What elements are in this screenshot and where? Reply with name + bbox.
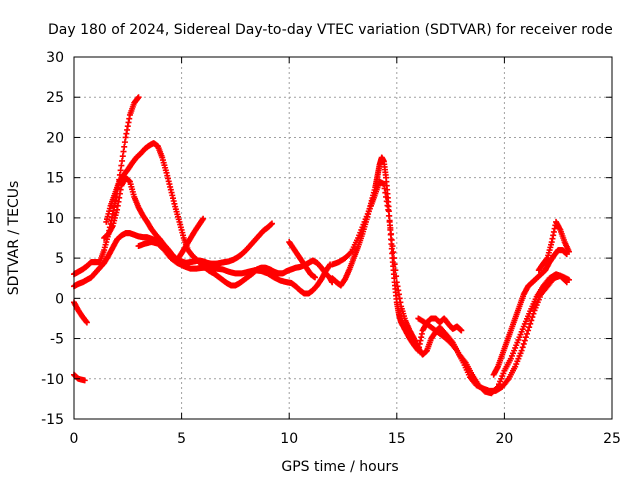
data-point bbox=[388, 237, 395, 244]
data-point bbox=[83, 319, 90, 326]
chart-title: Day 180 of 2024, Sidereal Day-to-day VTE… bbox=[48, 22, 613, 38]
data-point bbox=[523, 330, 530, 337]
y-tick-label: 30 bbox=[46, 50, 64, 66]
series-arc-k bbox=[415, 272, 570, 394]
series-arc-j bbox=[329, 178, 572, 397]
series-arc-c bbox=[71, 215, 207, 290]
data-point bbox=[520, 340, 527, 347]
y-tick-label: -5 bbox=[50, 332, 64, 348]
y-tick-label: 10 bbox=[46, 211, 64, 227]
axis-ticks bbox=[73, 56, 613, 420]
data-point bbox=[562, 278, 569, 285]
data-point bbox=[519, 344, 526, 351]
data-point bbox=[527, 320, 534, 327]
y-tick-label: 25 bbox=[46, 90, 64, 106]
data-point bbox=[530, 310, 537, 317]
y-axis-label: SDTVAR / TECUs bbox=[6, 181, 22, 296]
series-arc-l bbox=[490, 247, 570, 378]
data-point bbox=[387, 224, 394, 231]
data-points bbox=[71, 94, 572, 397]
data-point bbox=[385, 206, 392, 213]
data-point bbox=[390, 249, 397, 256]
data-point bbox=[565, 248, 572, 255]
y-tick-label: -15 bbox=[41, 412, 64, 428]
y-tick-label: 20 bbox=[46, 130, 64, 146]
series-arc-g bbox=[135, 239, 334, 297]
data-point bbox=[312, 274, 319, 281]
tick-labels: 0 5 10 15 20 25 -15 -10 -5 0 5 10 15 20 25 30 bbox=[41, 50, 621, 447]
x-tick-label: 15 bbox=[388, 431, 406, 447]
y-tick-label: 0 bbox=[55, 291, 64, 307]
data-point bbox=[388, 230, 395, 237]
data-point bbox=[81, 377, 88, 384]
y-tick-label: -10 bbox=[41, 372, 64, 388]
data-point bbox=[347, 249, 354, 256]
data-point bbox=[392, 267, 399, 274]
data-point bbox=[528, 317, 535, 324]
x-tick-label: 5 bbox=[177, 431, 186, 447]
data-point bbox=[200, 215, 207, 222]
plot-frame bbox=[73, 56, 613, 420]
data-point bbox=[385, 212, 392, 219]
data-point bbox=[393, 273, 400, 280]
x-axis-label: GPS time / hours bbox=[281, 459, 398, 475]
series-arc-h bbox=[286, 239, 319, 281]
data-point bbox=[389, 243, 396, 250]
data-point bbox=[518, 347, 525, 354]
data-point bbox=[458, 327, 465, 334]
y-tick-label: 15 bbox=[46, 171, 64, 187]
data-point bbox=[386, 218, 393, 225]
data-point bbox=[135, 94, 142, 101]
data-point bbox=[522, 334, 529, 341]
data-point bbox=[563, 279, 570, 286]
data-point bbox=[526, 324, 533, 331]
series-arc-e bbox=[71, 94, 142, 278]
x-tick-label: 25 bbox=[603, 431, 621, 447]
data-point bbox=[529, 314, 536, 321]
series-arc-m bbox=[535, 218, 572, 274]
data-point bbox=[391, 261, 398, 268]
y-tick-label: 5 bbox=[55, 251, 64, 267]
x-tick-label: 10 bbox=[280, 431, 298, 447]
data-point bbox=[390, 255, 397, 262]
data-point bbox=[268, 220, 275, 227]
data-point bbox=[521, 337, 528, 344]
x-tick-label: 0 bbox=[70, 431, 79, 447]
data-point bbox=[525, 327, 532, 334]
x-tick-label: 20 bbox=[495, 431, 513, 447]
